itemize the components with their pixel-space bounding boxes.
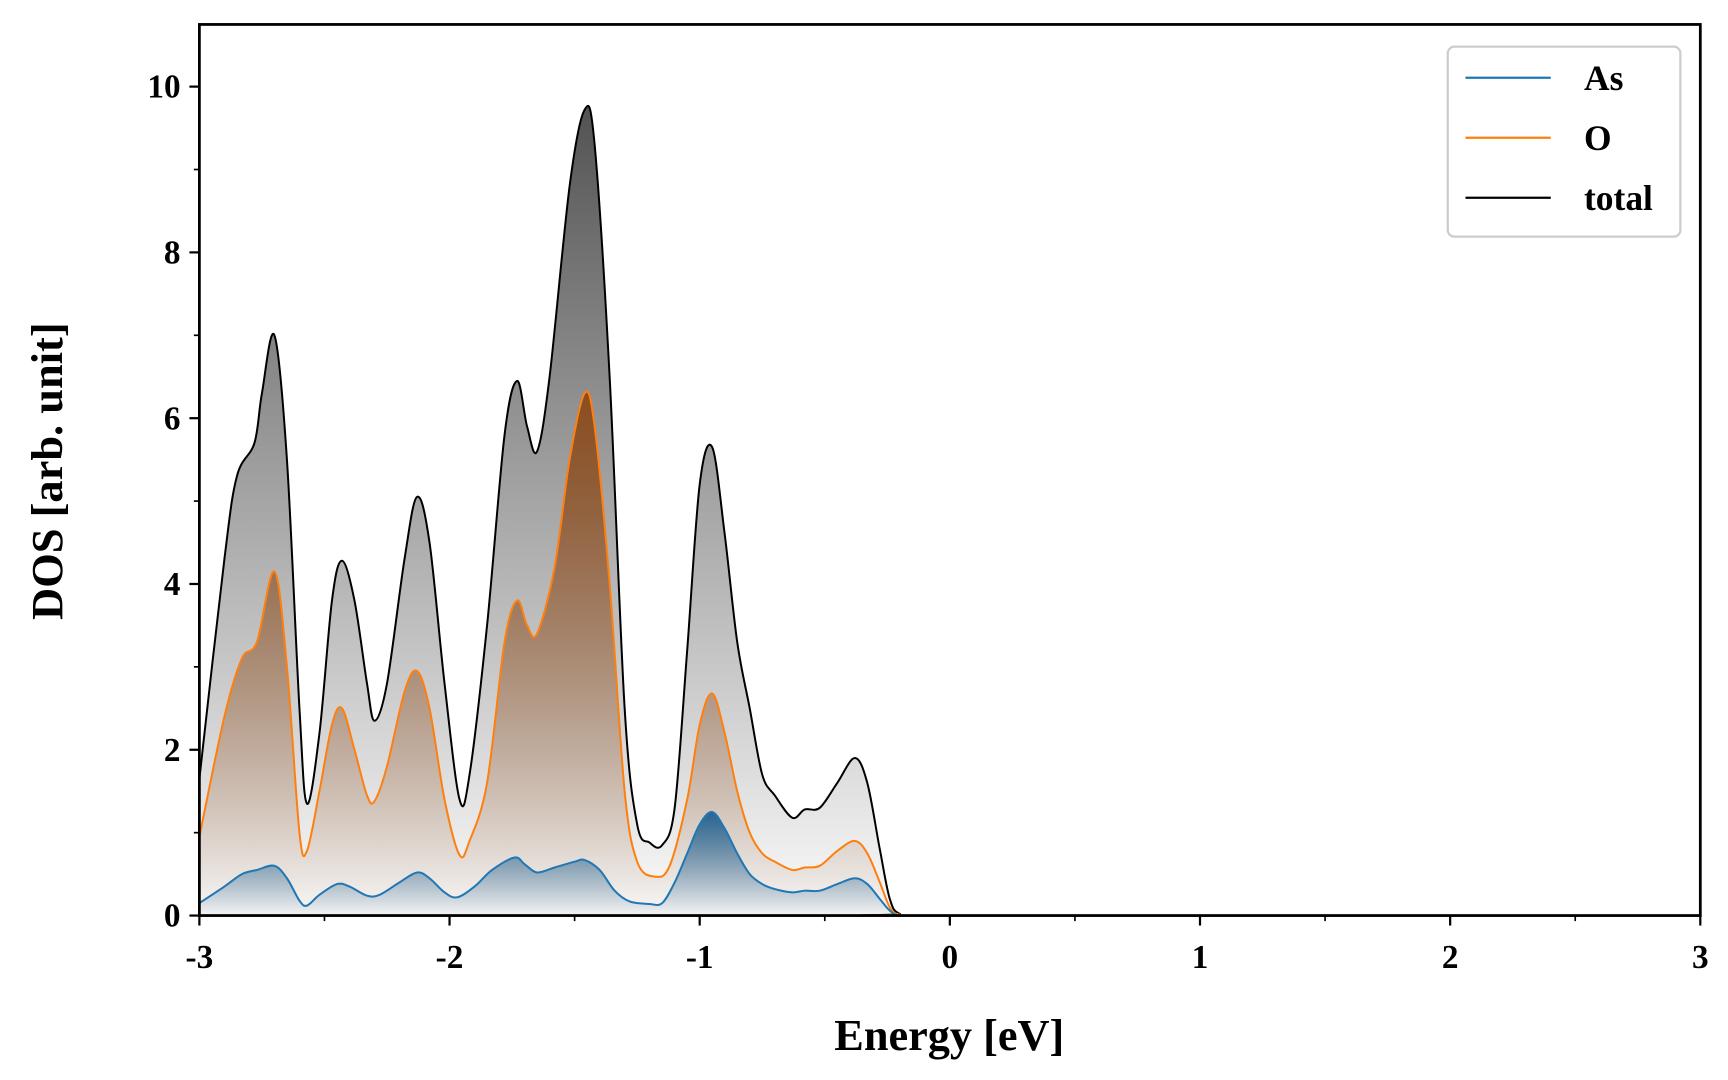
y-tick-label: 4 bbox=[164, 566, 181, 603]
x-tick-label: 3 bbox=[1692, 939, 1709, 976]
x-tick-label: -3 bbox=[186, 939, 214, 976]
x-axis-label: Energy [eV] bbox=[834, 1010, 1064, 1060]
legend-box bbox=[1446, 45, 1682, 238]
y-tick-label: 8 bbox=[164, 234, 181, 271]
legend-label-as: As bbox=[1584, 58, 1623, 98]
y-tick-label: 0 bbox=[164, 898, 181, 935]
x-tick-label: -2 bbox=[436, 939, 464, 976]
legend-label-total: total bbox=[1584, 178, 1653, 218]
area-as bbox=[199, 811, 1701, 916]
line-as bbox=[198, 810, 1701, 917]
line-o bbox=[198, 390, 1701, 917]
y-tick-label: 6 bbox=[164, 400, 181, 437]
line-total bbox=[198, 105, 1701, 917]
x-tick-label: 1 bbox=[1192, 939, 1209, 976]
x-tick-label: 2 bbox=[1442, 939, 1459, 976]
legend-label-o: O bbox=[1584, 118, 1612, 158]
y-axis-label: DOS [arb. unit] bbox=[22, 322, 72, 619]
x-tick-label: 0 bbox=[942, 939, 959, 976]
area-o bbox=[199, 391, 1701, 916]
x-tick-label: -1 bbox=[686, 939, 714, 976]
y-tick-label: 2 bbox=[164, 732, 181, 769]
y-tick-label: 10 bbox=[147, 69, 180, 106]
